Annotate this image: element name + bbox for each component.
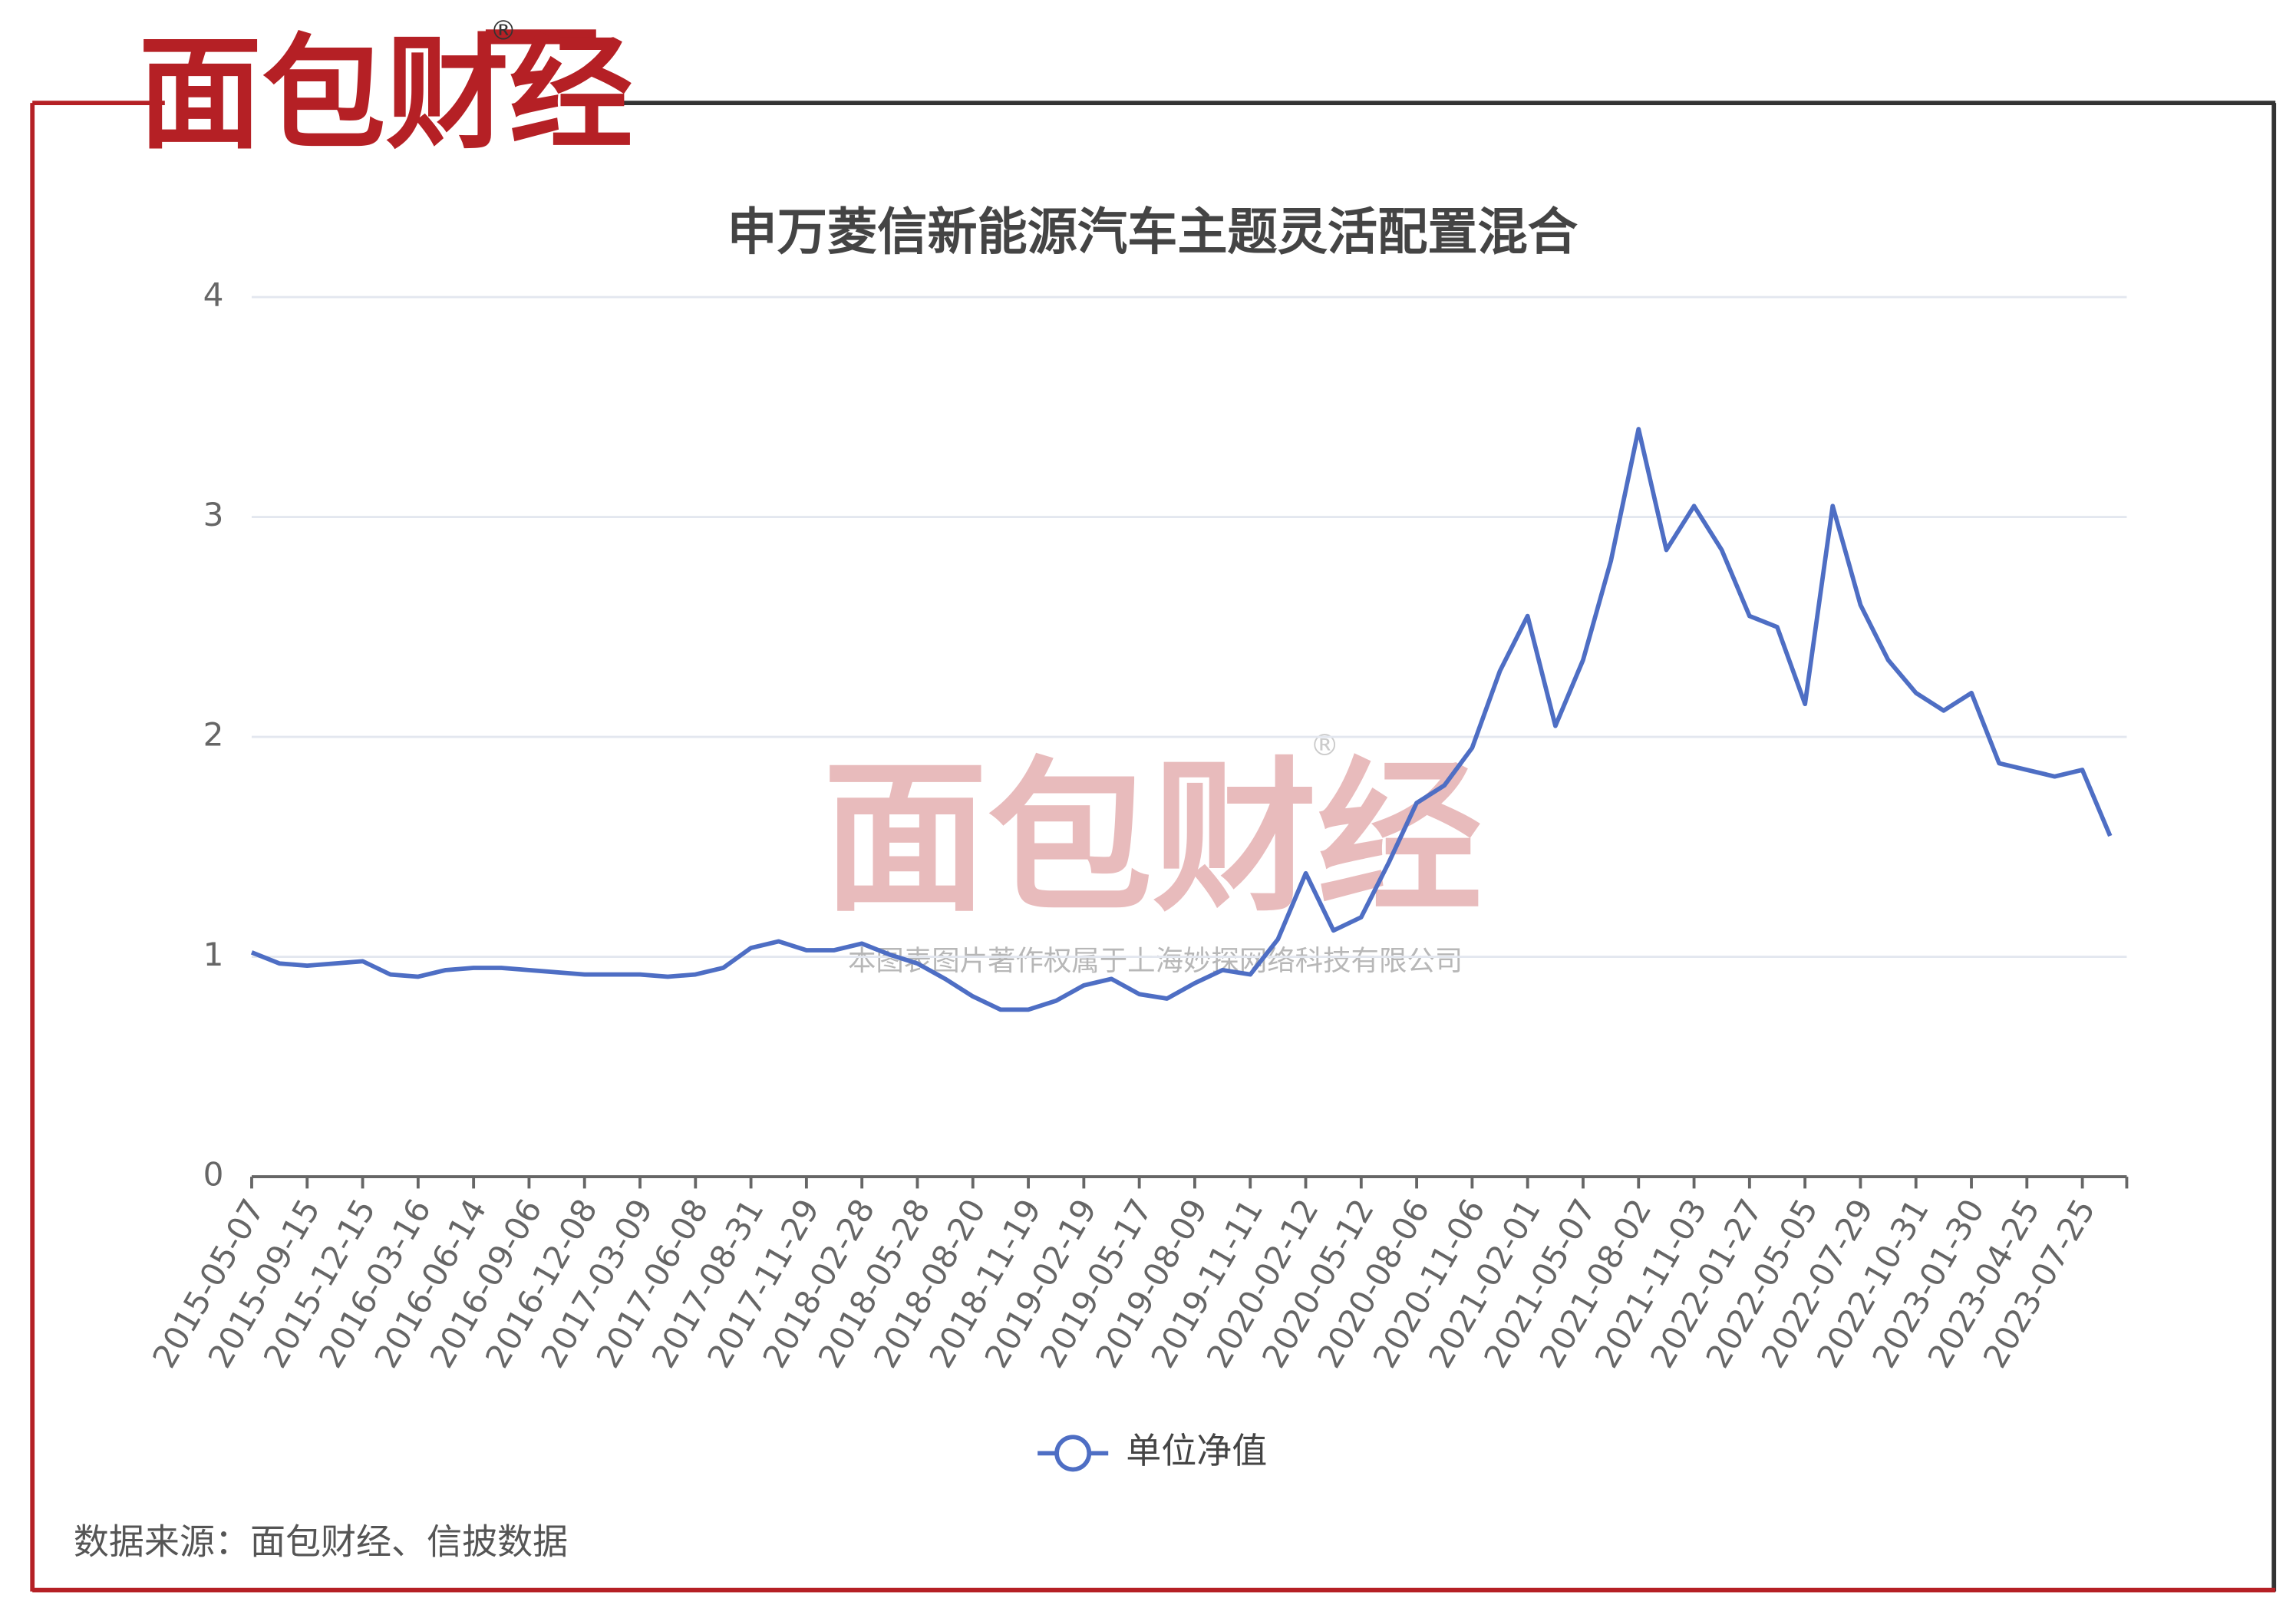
data-line (250, 427, 2113, 1012)
legend-label: 单位净值 (1126, 1430, 1267, 1471)
watermark-notice: 本图表图片著作权属于上海妙探网络科技有限公司 (848, 944, 1463, 977)
logo-bar (485, 29, 596, 45)
legend-marker (1054, 1435, 1092, 1472)
logo: 面包财经 (138, 22, 632, 166)
y-tick-label: 1 (203, 936, 224, 973)
watermark-mark: ® (1310, 728, 1339, 763)
chart-title: 申万菱信新能源汽车主题灵活配置混合 (727, 203, 1578, 262)
y-tick-label: 0 (203, 1156, 224, 1194)
y-tick-label: 2 (203, 716, 224, 754)
watermark-logo: 面包财经 (823, 742, 1482, 934)
source-note: 数据来源：面包财经、信披数据 (74, 1521, 568, 1563)
y-tick-label: 3 (203, 496, 224, 533)
watermark: 面包财经 ® (823, 728, 1482, 934)
logo-mark: ® (490, 16, 517, 47)
y-tick-label: 4 (203, 276, 224, 314)
